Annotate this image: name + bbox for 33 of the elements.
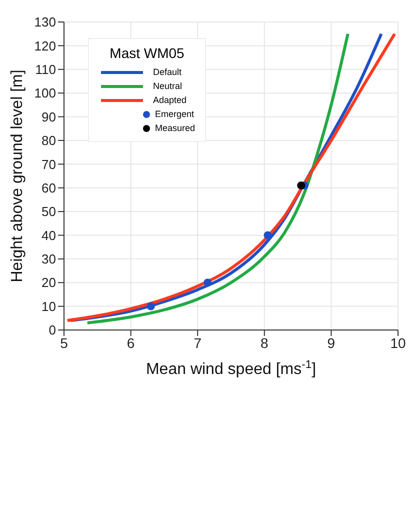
y-tick-label: 120 [34,38,56,54]
y-tick-label: 110 [35,62,56,77]
point [146,302,155,310]
legend-label: Emergent [155,109,194,119]
point [297,181,306,190]
y-tick-label: 80 [42,133,56,148]
y-tick-label: 100 [34,86,56,101]
y-tick-label: 0 [48,322,56,338]
y-axis-title: Height above ground level [m] [9,70,26,282]
y-tick-label: 60 [42,180,56,196]
y-tick-label: 50 [42,204,56,220]
x-tick-label: 9 [327,334,336,351]
x-axis-title: Mean wind speed [ms$^{-1}$] [146,359,316,378]
y-tick-label: 30 [42,252,56,267]
x-tick-label: 6 [126,334,135,351]
legend-label: Adapted [153,95,187,105]
y-tick-label: 40 [42,228,56,243]
legend-label: Neutral [153,81,182,91]
y-tick-label: 90 [42,109,56,124]
line-series [86,32,350,324]
legend-title: Mast WM05 [108,45,186,61]
x-tick-label: 7 [194,334,202,351]
x-tick-label: 5 [60,334,68,351]
point [204,278,212,287]
y-tick-label: 20 [42,275,56,290]
point [264,231,272,240]
x-tick-label: 8 [260,334,268,351]
y-tick-label: 70 [42,156,56,172]
legend-label: Default [153,67,182,77]
legend-label: Measured [155,123,196,133]
x-tick-label: 10 [390,334,406,351]
y-tick-label: 10 [42,298,56,314]
y-tick-label: 130 [34,14,56,30]
